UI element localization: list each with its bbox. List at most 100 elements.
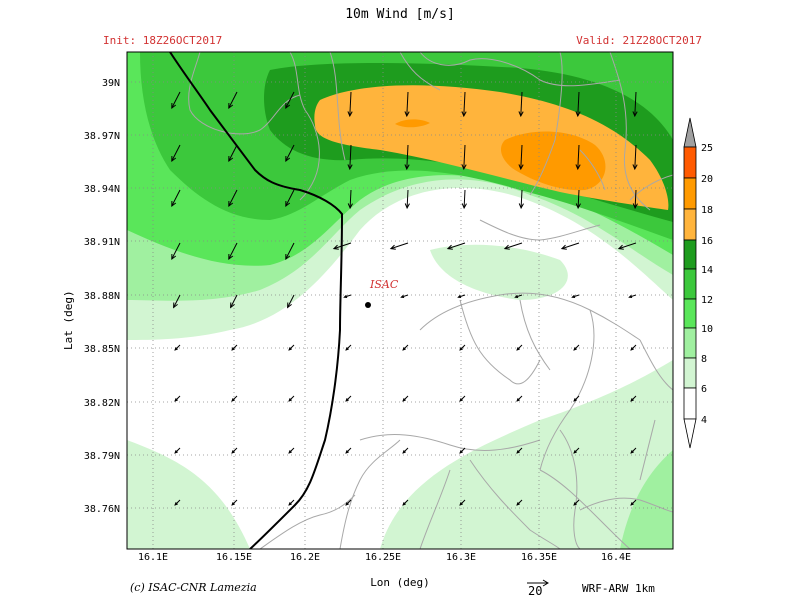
wind-vector-head: [174, 450, 178, 454]
wind-vector: [459, 344, 466, 351]
plot-frame: [126, 51, 674, 550]
wind-vector: [577, 189, 580, 209]
colorbar-segment: [683, 177, 697, 210]
wind-vector: [516, 395, 523, 402]
wind-vector-head: [459, 450, 463, 454]
wind-vector-head: [573, 347, 577, 351]
wind-vector-head: [285, 102, 291, 110]
wind-vector-head: [404, 164, 410, 171]
wind-vector-head: [461, 164, 467, 171]
wind-vector: [402, 499, 409, 506]
wind-vector-head: [630, 502, 634, 506]
wind-vector-head: [347, 203, 353, 210]
wind-vector: [349, 189, 352, 209]
wind-vector-head: [404, 111, 410, 118]
wind-vector-head: [459, 347, 463, 351]
wind-vector: [174, 447, 181, 454]
wind-vector: [285, 242, 295, 260]
colorbar-label: 12: [701, 295, 713, 306]
wind-vector-head: [630, 347, 634, 351]
wind-vector-head: [231, 398, 235, 402]
wind-vector: [406, 144, 409, 170]
wind-vector-head: [518, 111, 524, 118]
wind-vector-head: [461, 111, 467, 118]
map-plot-area: [127, 52, 673, 549]
wind-vector-head: [632, 164, 638, 171]
wind-vector-head: [231, 450, 235, 454]
wind-vector-head: [288, 347, 292, 351]
wind-vector: [406, 189, 409, 209]
wind-vector-head: [630, 398, 634, 402]
wind-vector: [516, 447, 523, 454]
wind-vector-head: [575, 164, 581, 171]
wind-vector-head: [571, 294, 576, 298]
wind-vector: [228, 144, 238, 162]
wind-vector: [288, 447, 295, 454]
wind-vector: [345, 395, 352, 402]
wind-vector-head: [402, 502, 406, 506]
wind-vector-head: [171, 155, 177, 163]
wind-vector: [230, 294, 238, 308]
wind-vector-head: [518, 164, 524, 171]
road-network: [188, 52, 673, 549]
wind-vector-head: [228, 102, 234, 110]
wind-vector: [463, 144, 466, 170]
wind-vector-head: [285, 200, 291, 208]
x-tick-label: 16.15E: [216, 552, 252, 563]
wind-vector: [174, 395, 181, 402]
wind-vector-head: [516, 450, 520, 454]
y-tick-label: 38.91N: [84, 237, 120, 248]
model-label: WRF-ARW 1km: [582, 582, 655, 595]
wind-vector: [288, 344, 295, 351]
colorbar-label: 25: [701, 143, 713, 154]
wind-vector-head: [459, 502, 463, 506]
wind-vector: [231, 447, 238, 454]
wind-vector-head: [287, 302, 292, 309]
wind-vector-head: [228, 200, 234, 208]
wind-vector-head: [400, 294, 405, 298]
y-tick-label: 38.79N: [84, 451, 120, 462]
wind-vector: [561, 242, 580, 250]
y-tick-labels: 39N 38.97N 38.94N 38.91N 38.88N 38.85N 3…: [84, 78, 120, 515]
wind-vector-head: [461, 203, 467, 210]
wind-vector: [634, 144, 637, 170]
wind-vector-head: [228, 155, 234, 163]
wind-vector-head: [573, 398, 577, 402]
coastline: [169, 52, 344, 549]
x-tick-label: 16.2E: [290, 552, 320, 563]
wind-vector-head: [404, 203, 410, 210]
wind-vector-head: [575, 203, 581, 210]
wind-vector-head: [171, 102, 177, 110]
wind-band-20-small: [395, 119, 430, 128]
wind-vector: [345, 344, 352, 351]
wind-vector-head: [617, 244, 624, 250]
x-tick-label: 16.4E: [601, 552, 631, 563]
wind-vector-head: [173, 302, 178, 309]
reference-vector-label: 20: [528, 584, 543, 598]
wind-vector-head: [231, 502, 235, 506]
wind-vector: [577, 91, 580, 117]
reference-vector: [527, 579, 549, 587]
wind-vector-head: [230, 302, 235, 309]
wind-vector-head: [514, 294, 519, 298]
wind-vector-head: [347, 164, 353, 171]
wind-vector-head: [632, 111, 638, 118]
station-label: ISAC: [369, 278, 399, 291]
wind-vector-head: [343, 294, 348, 298]
wind-vector: [630, 344, 637, 351]
credit-text: (c) ISAC-CNR Lamezia: [130, 581, 257, 594]
wind-vector-head: [345, 398, 349, 402]
y-tick-label: 38.94N: [84, 184, 120, 195]
y-tick-label: 38.88N: [84, 291, 120, 302]
init-time: Init: 18Z26OCT2017: [103, 34, 223, 47]
wind-vector: [171, 189, 181, 207]
wind-vector: [463, 91, 466, 117]
wind-vector-head: [560, 244, 567, 250]
colorbar-under-triangle: [683, 418, 697, 449]
wind-vector: [174, 344, 181, 351]
colorbar-segment: [683, 387, 697, 420]
station-marker: [365, 302, 371, 308]
wind-vector-head: [402, 398, 406, 402]
wind-vector-head: [345, 502, 349, 506]
lat-lon-grid: [127, 52, 673, 549]
